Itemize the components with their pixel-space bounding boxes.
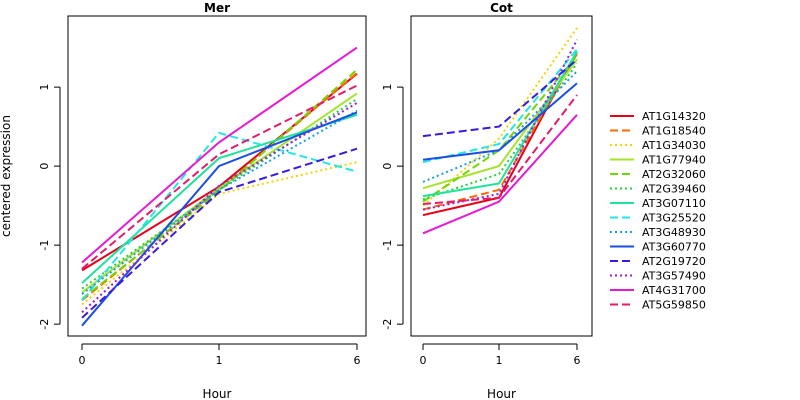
series-line-at3g57490 bbox=[81, 102, 358, 314]
legend-label: AT3G57490 bbox=[642, 270, 706, 283]
legend-label: AT3G60770 bbox=[642, 241, 706, 254]
series-line-at2g19720 bbox=[81, 147, 358, 319]
x-tick-label: 6 bbox=[574, 354, 581, 367]
legend-label: AT2G39460 bbox=[642, 183, 706, 196]
series-line-at4g31700 bbox=[81, 46, 358, 264]
series-line-at4g31700 bbox=[422, 114, 578, 235]
series-line-at3g48930 bbox=[422, 70, 578, 183]
panel-title: Mer bbox=[204, 1, 230, 15]
panel-cot: Cot 0 1 6 Hour -2 -1 0 1 bbox=[381, 1, 593, 400]
x-tick-label: 1 bbox=[216, 354, 223, 367]
y-tick-label: 0 bbox=[38, 163, 51, 170]
legend-label: AT2G32060 bbox=[642, 168, 706, 181]
plot-frame bbox=[67, 15, 367, 337]
y-tick-label: 0 bbox=[381, 163, 394, 170]
panel-mer: Mer 0 1 6 Hour -2 -1 0 1 bbox=[38, 1, 367, 400]
y-tick-label: -1 bbox=[381, 240, 394, 251]
series-line-at3g07110 bbox=[422, 51, 578, 198]
y-tick-label: -2 bbox=[381, 319, 394, 330]
series-line-at3g25520 bbox=[422, 48, 578, 164]
series-line-at2g39460 bbox=[81, 98, 358, 290]
series-line-at2g39460 bbox=[422, 62, 578, 201]
series-line-at3g25520 bbox=[81, 131, 358, 302]
y-axis-title: centered expression bbox=[0, 115, 13, 237]
series-line-at2g19720 bbox=[422, 58, 578, 138]
series-line-at1g77940 bbox=[81, 92, 358, 294]
legend-label: AT1G14320 bbox=[642, 110, 706, 123]
y-tick-label: -2 bbox=[38, 319, 51, 330]
series-line-at5g59850 bbox=[81, 84, 358, 270]
legend-label: AT1G18540 bbox=[642, 125, 706, 138]
x-tick-label: 0 bbox=[79, 354, 86, 367]
series-line-at5g59850 bbox=[422, 94, 578, 205]
legend-label: AT3G48930 bbox=[642, 226, 706, 239]
x-tick-label: 6 bbox=[354, 354, 361, 367]
panel-title: Cot bbox=[490, 1, 513, 15]
series-line-at3g60770 bbox=[81, 111, 358, 327]
y-tick-label: -1 bbox=[38, 240, 51, 251]
series-line-at2g32060 bbox=[422, 54, 578, 203]
series-line-at1g34030 bbox=[81, 161, 358, 306]
legend: AT1G14320AT1G18540AT1G34030AT1G77940AT2G… bbox=[610, 110, 706, 312]
x-axis-title: Hour bbox=[203, 387, 232, 400]
legend-label: AT3G25520 bbox=[642, 212, 706, 225]
legend-label: AT5G59850 bbox=[642, 299, 706, 312]
series-line-at2g32060 bbox=[81, 68, 358, 300]
legend-label: AT1G34030 bbox=[642, 139, 706, 152]
y-tick-label: 1 bbox=[38, 84, 51, 91]
y-tick-label: 1 bbox=[381, 84, 394, 91]
x-tick-label: 0 bbox=[420, 354, 427, 367]
series-line-at1g34030 bbox=[422, 27, 578, 207]
legend-label: AT3G07110 bbox=[642, 197, 706, 210]
x-axis-title: Hour bbox=[487, 387, 516, 400]
plot-frame bbox=[410, 15, 593, 337]
legend-label: AT1G77940 bbox=[642, 154, 706, 167]
legend-label: AT2G19720 bbox=[642, 255, 706, 268]
series-line-at3g60770 bbox=[422, 82, 578, 161]
x-tick-label: 1 bbox=[496, 354, 503, 367]
series-line-at3g57490 bbox=[422, 39, 578, 211]
legend-label: AT4G31700 bbox=[642, 284, 706, 297]
